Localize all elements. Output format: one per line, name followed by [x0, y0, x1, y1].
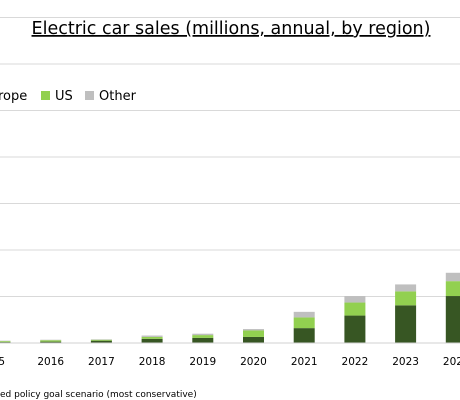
- bar-us-2023: [395, 291, 417, 306]
- legend-label-us: US: [55, 89, 73, 104]
- bars: [0, 272, 460, 343]
- bar-us-2018: [141, 336, 163, 339]
- legend-label-rope: rope: [0, 89, 27, 104]
- legend-label-other: Other: [99, 89, 137, 104]
- bar-other-2020: [243, 329, 264, 331]
- bar-us-2017: [90, 339, 112, 341]
- gridlines: [0, 17, 460, 297]
- bar-other-2024: [445, 272, 460, 282]
- footnote: ed policy goal scenario (most conservati…: [0, 390, 197, 400]
- bar-europe-2019: [192, 337, 214, 343]
- x-tick-label-2020: 2020: [240, 356, 267, 368]
- x-tick-label-2017: 2017: [88, 356, 115, 368]
- bar-us-2024: [445, 281, 460, 297]
- bar-us-2022: [344, 302, 366, 316]
- bar-europe-2022: [344, 315, 366, 343]
- bar-europe-2018: [141, 338, 163, 343]
- bar-europe-2023: [395, 305, 417, 343]
- x-tick-label-2016: 2016: [37, 356, 64, 368]
- x-tick-label-2018: 2018: [139, 356, 166, 368]
- bar-other-2019: [192, 333, 214, 336]
- x-tick-label-2022: 2022: [342, 356, 369, 368]
- bar-europe-2016: [40, 341, 62, 343]
- x-tick-label-2023: 2023: [392, 356, 419, 368]
- bar-us-2015: [0, 341, 11, 343]
- bar-other-2018: [141, 335, 163, 337]
- bar-us-2016: [40, 340, 62, 342]
- x-tick-label-2019: 2019: [189, 356, 216, 368]
- legend-swatch-other: [85, 91, 94, 100]
- legend: rope US Other: [0, 89, 137, 104]
- bar-europe-2021: [293, 328, 315, 343]
- x-tick-label-2015: 5: [0, 356, 5, 368]
- bar-europe-2017: [90, 340, 112, 343]
- bar-other-2023: [395, 284, 417, 292]
- bar-us-2019: [192, 335, 214, 338]
- x-tick-label-2021: 2021: [291, 356, 318, 368]
- legend-swatch-us: [41, 91, 50, 100]
- bar-us-2021: [293, 317, 315, 329]
- bar-other-2022: [344, 296, 366, 303]
- x-axis-tick-labels: 5 2016 2017 2018 2019 2020 2021 2022 2023 2024: [0, 356, 460, 368]
- bar-other-2021: [293, 311, 315, 318]
- chart-title: Electric car sales (millions, annual, by…: [32, 19, 431, 39]
- bar-us-2020: [243, 330, 264, 337]
- x-tick-label-2024: 2024: [443, 356, 460, 368]
- bar-europe-2020: [243, 336, 264, 343]
- bar-europe-2024: [445, 296, 460, 343]
